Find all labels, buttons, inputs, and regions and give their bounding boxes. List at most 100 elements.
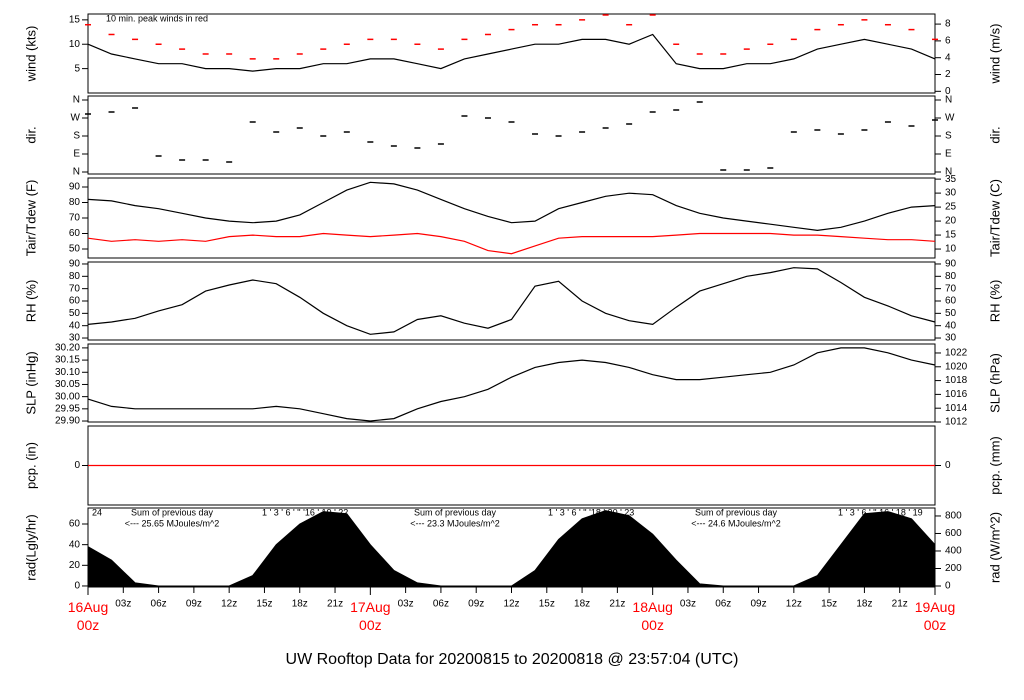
y2-tick-label: 10 bbox=[945, 244, 957, 255]
y-tick-label: 15 bbox=[69, 14, 81, 25]
x-tick-label: 18z bbox=[856, 599, 872, 610]
y2-axis-label: RH (%) bbox=[987, 280, 1002, 323]
x-tick-label: 09z bbox=[186, 599, 202, 610]
date-part: 18Aug bbox=[632, 599, 672, 615]
y-axis-label: RH (%) bbox=[23, 280, 38, 323]
y2-axis-label: dir. bbox=[987, 126, 1002, 143]
y-tick-label: 30.10 bbox=[55, 367, 80, 378]
y2-tick-label: 30 bbox=[945, 188, 957, 199]
y-tick-label: 50 bbox=[69, 308, 81, 319]
x-tick-label: 12z bbox=[221, 599, 237, 610]
date-part: 16Aug bbox=[68, 599, 108, 615]
y2-tick-label: 1014 bbox=[945, 403, 968, 414]
y2-tick-label: 400 bbox=[945, 546, 962, 557]
y2-tick-label: 0 bbox=[945, 581, 951, 592]
y-tick-label: 70 bbox=[69, 283, 81, 294]
rad-annotation: <--- 25.65 MJoules/m^2 bbox=[125, 518, 220, 528]
panel-frame bbox=[87, 177, 936, 259]
rad-annotation: <--- 24.6 MJoules/m^2 bbox=[691, 518, 781, 528]
y2-tick-label: 35 bbox=[945, 174, 957, 185]
y2-tick-label: E bbox=[945, 149, 952, 160]
y2-tick-label: 200 bbox=[945, 563, 962, 574]
y-tick-label: W bbox=[71, 113, 81, 124]
y2-tick-label: 1016 bbox=[945, 389, 968, 400]
date-part: 00z bbox=[641, 617, 664, 633]
x-tick-label: 09z bbox=[468, 599, 484, 610]
y-axis-label: dir. bbox=[23, 126, 38, 143]
y2-tick-label: S bbox=[945, 131, 952, 142]
x-tick-label: 21z bbox=[892, 599, 908, 610]
y-tick-label: 30.00 bbox=[55, 391, 80, 402]
rad-area bbox=[87, 510, 936, 587]
x-tick-label: 03z bbox=[115, 599, 131, 610]
y-tick-label: 29.90 bbox=[55, 416, 80, 427]
y2-axis-label: wind (m/s) bbox=[987, 24, 1002, 85]
date-part: 19Aug bbox=[915, 599, 955, 615]
x-tick-label: 06z bbox=[151, 599, 167, 610]
x-tick-label: 15z bbox=[539, 599, 555, 610]
y-tick-label: E bbox=[73, 149, 80, 160]
hour-note: 1 ' 3 ' 6 ' '' '18 ' 20 ' 23 bbox=[548, 507, 634, 517]
y2-tick-label: 90 bbox=[945, 259, 957, 270]
y-tick-label: 40 bbox=[69, 539, 81, 550]
y-tick-label: 70 bbox=[69, 213, 81, 224]
x-tick-label: 06z bbox=[715, 599, 731, 610]
y2-tick-label: 4 bbox=[945, 52, 951, 63]
y2-tick-label: 25 bbox=[945, 202, 957, 213]
annotation: 10 min. peak winds in red bbox=[106, 13, 208, 23]
x-tick-label: 12z bbox=[786, 599, 802, 610]
y2-tick-label: 600 bbox=[945, 528, 962, 539]
x-tick-label: 15z bbox=[821, 599, 837, 610]
y2-tick-label: N bbox=[945, 167, 952, 178]
panel-frame bbox=[87, 13, 936, 94]
date-tick-label: 17Aug 00z bbox=[350, 599, 390, 633]
y2-axis-label: pcp. (mm) bbox=[987, 436, 1002, 495]
x-tick-label: 18z bbox=[574, 599, 590, 610]
y-axis-label: pcp. (in) bbox=[23, 442, 38, 489]
y-tick-label: 0 bbox=[74, 581, 80, 592]
y2-axis-label: SLP (hPa) bbox=[987, 353, 1002, 413]
y2-tick-label: 60 bbox=[945, 296, 957, 307]
y2-tick-label: 1018 bbox=[945, 375, 968, 386]
rad-annotation: Sum of previous day bbox=[695, 507, 778, 517]
y-tick-label: 50 bbox=[69, 244, 81, 255]
y-tick-label: 40 bbox=[69, 320, 81, 331]
y-axis-label: Tair/Tdew (F) bbox=[23, 180, 38, 257]
data-line bbox=[87, 181, 936, 232]
x-tick-label: 21z bbox=[327, 599, 343, 610]
y-tick-label: 90 bbox=[69, 259, 81, 270]
x-tick-label: 12z bbox=[503, 599, 519, 610]
data-line bbox=[87, 232, 936, 255]
y-tick-label: 30.15 bbox=[55, 355, 80, 366]
y-tick-label: 60 bbox=[69, 519, 81, 530]
y-axis-label: rad(Lgly/hr) bbox=[23, 514, 38, 580]
y-tick-label: 29.95 bbox=[55, 403, 80, 414]
rad-annotation: Sum of previous day bbox=[131, 507, 214, 517]
date-part: 00z bbox=[924, 617, 947, 633]
y2-tick-label: 50 bbox=[945, 308, 957, 319]
y2-tick-label: 2 bbox=[945, 69, 951, 80]
y2-tick-label: W bbox=[945, 113, 955, 124]
y2-tick-label: 0 bbox=[945, 86, 951, 97]
date-tick-label: 19Aug 00z bbox=[915, 599, 955, 633]
y-tick-label: 30 bbox=[69, 333, 81, 344]
y-tick-label: 0 bbox=[74, 460, 80, 471]
data-line bbox=[87, 347, 936, 422]
y-tick-label: 10 bbox=[69, 39, 81, 50]
y-tick-label: 90 bbox=[69, 182, 81, 193]
y2-tick-label: 30 bbox=[945, 333, 957, 344]
y2-tick-label: 70 bbox=[945, 283, 957, 294]
y2-tick-label: 15 bbox=[945, 230, 957, 241]
y2-tick-label: 6 bbox=[945, 36, 951, 47]
rad-annotation: <--- 23.3 MJoules/m^2 bbox=[410, 518, 500, 528]
date-part: 00z bbox=[359, 617, 382, 633]
y-tick-label: 30.05 bbox=[55, 379, 80, 390]
hour-note: 1 ' 3 ' 6 ' '' '16 ' 19 ' 22 bbox=[262, 507, 348, 517]
y2-tick-label: 1012 bbox=[945, 417, 968, 428]
y-tick-label: 5 bbox=[74, 63, 80, 74]
y-tick-label: 30.20 bbox=[55, 343, 80, 354]
y-axis-label: wind (kts) bbox=[23, 26, 38, 83]
rad-annotation: Sum of previous day bbox=[414, 507, 497, 517]
y2-tick-label: N bbox=[945, 95, 952, 106]
